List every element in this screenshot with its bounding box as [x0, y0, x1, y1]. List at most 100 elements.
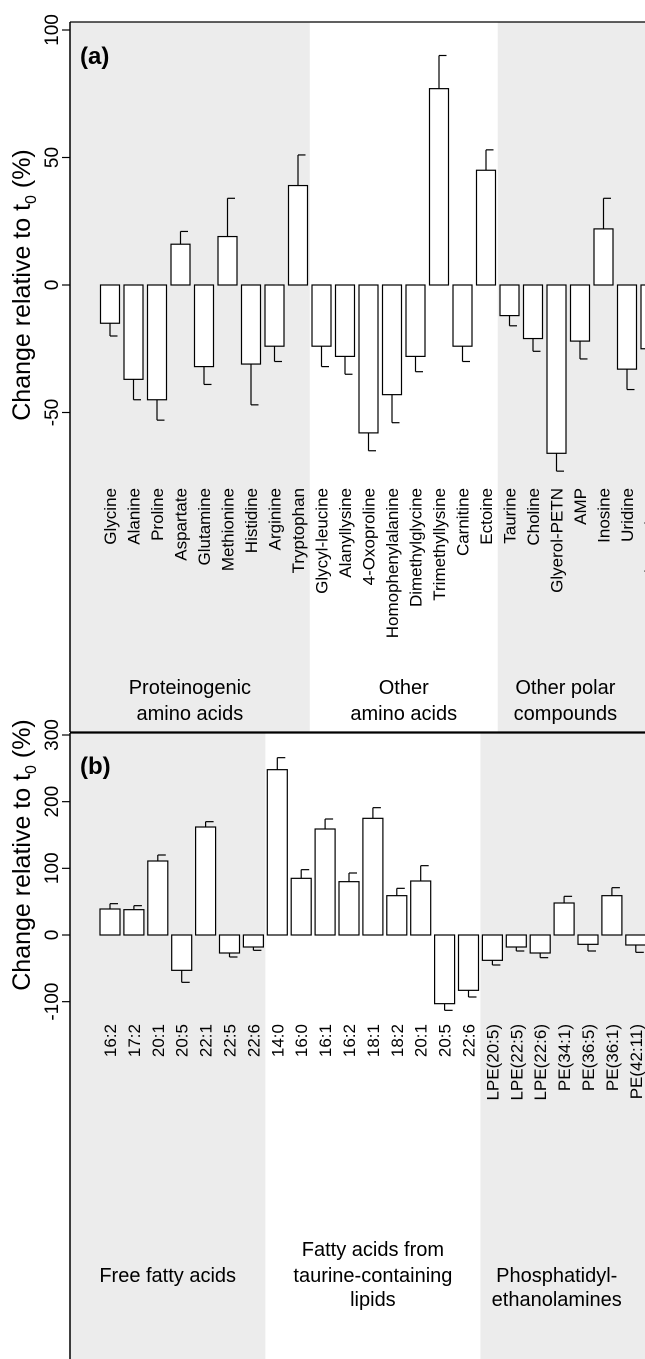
bar [240, 284, 262, 365]
category-label: 16:2 [101, 1024, 120, 1057]
category-label: Arginine [266, 488, 285, 550]
bar [481, 934, 503, 961]
y-tick-label: 300 [42, 719, 63, 751]
group-background [480, 733, 645, 1359]
bar [546, 284, 567, 454]
category-label: PE(36:1) [603, 1024, 622, 1091]
category-label: LPE(22:5) [507, 1024, 526, 1101]
group-label: Free fatty acids [99, 1265, 236, 1287]
category-label: 20:5 [436, 1024, 455, 1057]
y-tick-label: 0 [42, 930, 63, 941]
bar [569, 284, 591, 342]
category-label: Trimethyllysine [430, 488, 449, 601]
group-label: amino acids [137, 703, 244, 725]
group-background [70, 733, 266, 1359]
bar [405, 284, 426, 358]
bar [218, 934, 241, 954]
category-label: 22:1 [197, 1024, 216, 1057]
category-label: Choline [524, 488, 543, 546]
bar [334, 284, 356, 358]
bar [123, 284, 144, 380]
group-background [70, 22, 310, 732]
bar [290, 877, 312, 936]
bar [381, 284, 403, 396]
category-label: 20:1 [412, 1024, 431, 1057]
bar [217, 235, 238, 286]
bar [99, 284, 121, 324]
bar [171, 934, 193, 971]
group-label: Phosphatidyl- [496, 1265, 617, 1287]
category-label: 22:6 [244, 1024, 263, 1057]
bar [577, 934, 599, 945]
bar [601, 895, 623, 936]
bar [311, 284, 332, 347]
category-label: 20:5 [173, 1024, 192, 1057]
bar [147, 860, 169, 936]
bar [123, 909, 145, 936]
category-label: Glycyl-leucine [313, 488, 332, 594]
y-axis-title: Change relative to t0 (%) [8, 719, 40, 991]
category-label: Ectoine [477, 488, 496, 545]
category-label: Aspartate [172, 488, 191, 561]
group-label: lipids [350, 1289, 396, 1311]
category-label: Homophenylalanine [383, 488, 402, 638]
category-label: Inosine [595, 488, 614, 543]
group-label: taurine-containing [293, 1265, 452, 1287]
bar [195, 826, 217, 936]
bar [475, 169, 497, 286]
panel-label: (b) [80, 753, 111, 780]
bar [338, 881, 360, 936]
group-label: Fatty acids from [302, 1239, 444, 1261]
category-label: Oxalosuccinate [642, 488, 645, 604]
bar [264, 284, 285, 347]
category-label: 17:2 [125, 1024, 144, 1057]
group-label: Proteinogenic [129, 677, 251, 699]
y-axis-title: Change relative to t0 (%) [8, 149, 40, 421]
bar [287, 184, 309, 286]
y-tick-label: -100 [42, 983, 63, 1021]
category-label: Glycine [101, 488, 120, 545]
category-label: Glyerol-PETN [548, 488, 567, 593]
group-background [497, 22, 645, 732]
bar [553, 902, 575, 936]
bar [266, 769, 288, 936]
bar [640, 284, 645, 350]
y-tick-label: -50 [42, 399, 63, 426]
bar [452, 284, 473, 347]
category-label: 16:0 [292, 1024, 311, 1057]
category-label: AMP [571, 488, 590, 525]
category-label: 14:0 [268, 1024, 287, 1057]
group-label: Other polar [515, 677, 615, 699]
category-label: 18:2 [388, 1024, 407, 1057]
category-label: 16:2 [340, 1024, 359, 1057]
bar [505, 934, 527, 948]
category-label: PE(34:1) [555, 1024, 574, 1091]
bar [522, 284, 544, 340]
category-label: Carnitine [454, 488, 473, 556]
bar [146, 284, 168, 401]
panel-label: (a) [80, 43, 109, 70]
bar [434, 934, 456, 1005]
bar [593, 228, 614, 286]
category-label: Alanine [125, 488, 144, 545]
bar [428, 88, 450, 286]
bar [625, 934, 645, 946]
group-label: compounds [514, 703, 617, 725]
group-label: ethanolamines [492, 1289, 622, 1311]
bar [457, 934, 480, 991]
category-label: Histidine [242, 488, 261, 553]
category-label: 22:5 [221, 1024, 240, 1057]
category-label: Tryptophan [289, 488, 308, 573]
category-label: Methionine [219, 488, 238, 571]
bar [242, 934, 264, 948]
bar [499, 284, 520, 317]
category-label: 20:1 [149, 1024, 168, 1057]
category-label: 16:1 [316, 1024, 335, 1057]
category-label: 4-Oxoproline [360, 488, 379, 585]
bar [616, 284, 638, 370]
bar [386, 895, 408, 936]
category-label: Alanyllysine [336, 488, 355, 578]
category-label: LPE(20:5) [483, 1024, 502, 1101]
